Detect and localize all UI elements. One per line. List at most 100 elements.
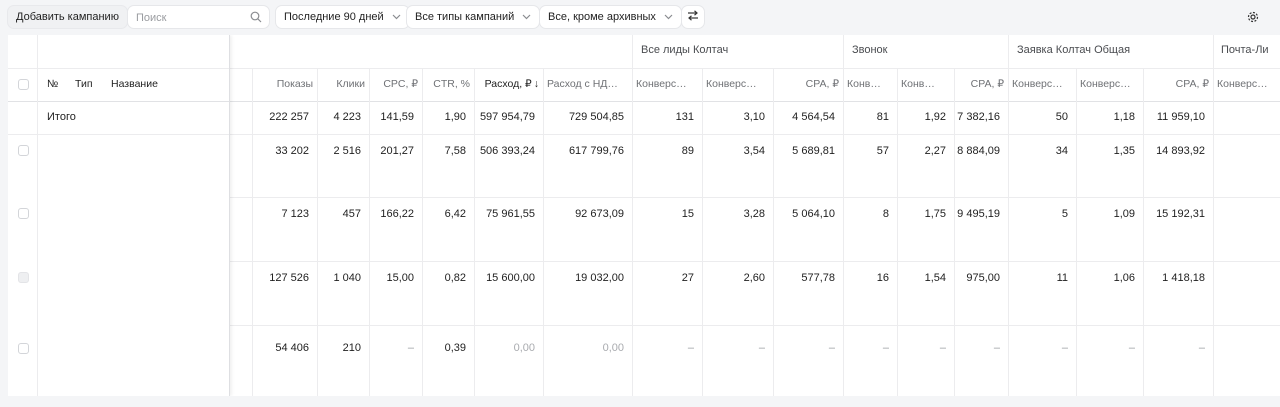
table-cell: 2,60 [743,272,765,284]
column-header[interactable]: Клики [336,78,365,90]
column-divider [1076,68,1077,396]
table-cell: 975,00 [966,272,1000,284]
chevron-down-icon [392,12,401,22]
header-divider [8,68,1280,69]
column-divider [702,68,703,396]
table-cell: 7,58 [444,145,466,157]
row-checkbox[interactable] [18,145,29,156]
table-cell: 89 [681,145,694,157]
total-cell: 141,59 [380,111,414,123]
table-cell: 0,00 [513,342,535,354]
search-input[interactable] [134,10,248,26]
column-header[interactable]: CPC, ₽ [383,78,418,90]
select-all-checkbox[interactable] [18,79,29,90]
toolbar: Добавить кампанию Последние 90 дней Все … [0,0,1280,105]
status-filter-label: Все, кроме архивных [548,11,656,23]
column-header-number[interactable]: № [47,78,59,90]
column-header[interactable]: Конверс… [636,78,687,90]
table-cell: 3,28 [743,208,765,220]
settings-button[interactable] [1243,8,1263,28]
header-bottom-line [8,101,1280,102]
table-cell: 1,35 [1113,145,1135,157]
gear-icon [1247,11,1259,26]
total-cell: 7 382,16 [957,111,1000,123]
table-cell: 0,00 [602,342,624,354]
table-cell: 9 495,19 [957,208,1000,220]
row-divider [8,134,229,135]
row-divider [8,197,1280,198]
column-divider [422,68,423,396]
column-header[interactable]: CPA, ₽ [805,78,839,90]
total-cell: 1,90 [444,111,466,123]
table-cell: 1 040 [333,272,361,284]
column-divider [897,68,898,396]
column-group-header: Заявка Колтач Общая [1017,44,1131,56]
table-cell: 27 [681,272,694,284]
campaign-name-pane: № Тип Название Итого [8,35,230,396]
table-cell: 1,09 [1113,208,1135,220]
table-cell: 15 [681,208,694,220]
chevron-down-icon [664,12,673,22]
table-cell: 3,54 [743,145,765,157]
table-cell: 5 689,81 [792,145,835,157]
table-cell: 577,78 [801,272,835,284]
table-cell: – [407,342,414,354]
table-cell: – [939,342,946,354]
table-cell: 457 [342,208,361,220]
column-header[interactable]: Показы [276,78,313,90]
total-cell: 1 [1213,111,1280,123]
add-campaign-button[interactable]: Добавить кампанию [7,5,128,29]
column-group-header: Все лиды Колтач [641,44,729,56]
period-select[interactable]: Последние 90 дней [275,5,410,29]
campaign-type-select[interactable]: Все типы кампаний [406,5,541,29]
total-cell: 3,10 [743,111,765,123]
total-cell: 4 223 [333,111,361,123]
row-divider [8,134,1280,135]
column-divider [1213,35,1214,396]
horizontal-scrollbar[interactable] [8,396,1280,407]
column-header[interactable]: Конверс… [706,78,757,90]
column-group-header: Почта-Ли [1221,44,1269,56]
table-cell: 14 893,92 [1156,145,1205,157]
table-cell: 92 673,09 [575,208,624,220]
column-header[interactable]: Расход с НД… [547,78,618,90]
checkbox-column-divider [37,35,38,396]
column-header[interactable]: Расход, ₽ ↓ [478,78,539,90]
column-header[interactable]: CPA, ₽ [1175,78,1209,90]
table-cell: 506 393,24 [479,145,535,157]
table-cell: 6,42 [444,208,466,220]
column-header[interactable]: Конверс… [1080,78,1131,90]
column-header[interactable]: Конверс… [1012,78,1063,90]
row-checkbox[interactable] [18,208,29,219]
table-cell: 2 516 [333,145,361,157]
column-divider [369,68,370,396]
campaign-type-label: Все типы кампаний [415,11,515,23]
chevron-down-icon [522,12,531,22]
table-cell: 8 884,09 [957,145,1000,157]
total-cell: 50 [1055,111,1068,123]
column-divider [543,68,544,396]
column-header-name[interactable]: Название [111,78,158,90]
table-cell: 75 961,55 [486,208,535,220]
column-divider [317,68,318,396]
search-field[interactable] [127,5,270,29]
table-cell: 0,39 [444,342,466,354]
column-header[interactable]: Конв… [901,78,935,90]
column-divider [773,68,774,396]
table-cell: 15 192,31 [1156,208,1205,220]
table-cell: 210 [342,342,361,354]
sort-swap-button[interactable] [681,5,705,29]
header-bottom-line [8,101,229,102]
column-header[interactable]: Конверс… [1217,78,1268,90]
column-header[interactable]: Конв… [847,78,881,90]
column-header[interactable]: CTR, % [433,78,470,90]
table-cell: – [828,342,835,354]
status-filter-select[interactable]: Все, кроме архивных [539,5,682,29]
row-divider [8,325,1280,326]
total-cell: 222 257 [269,111,309,123]
column-header[interactable]: CPA, ₽ [970,78,1004,90]
table-cell: 2,27 [924,145,946,157]
column-divider [1143,68,1144,396]
column-header-type[interactable]: Тип [75,78,93,90]
row-checkbox[interactable] [18,343,29,354]
